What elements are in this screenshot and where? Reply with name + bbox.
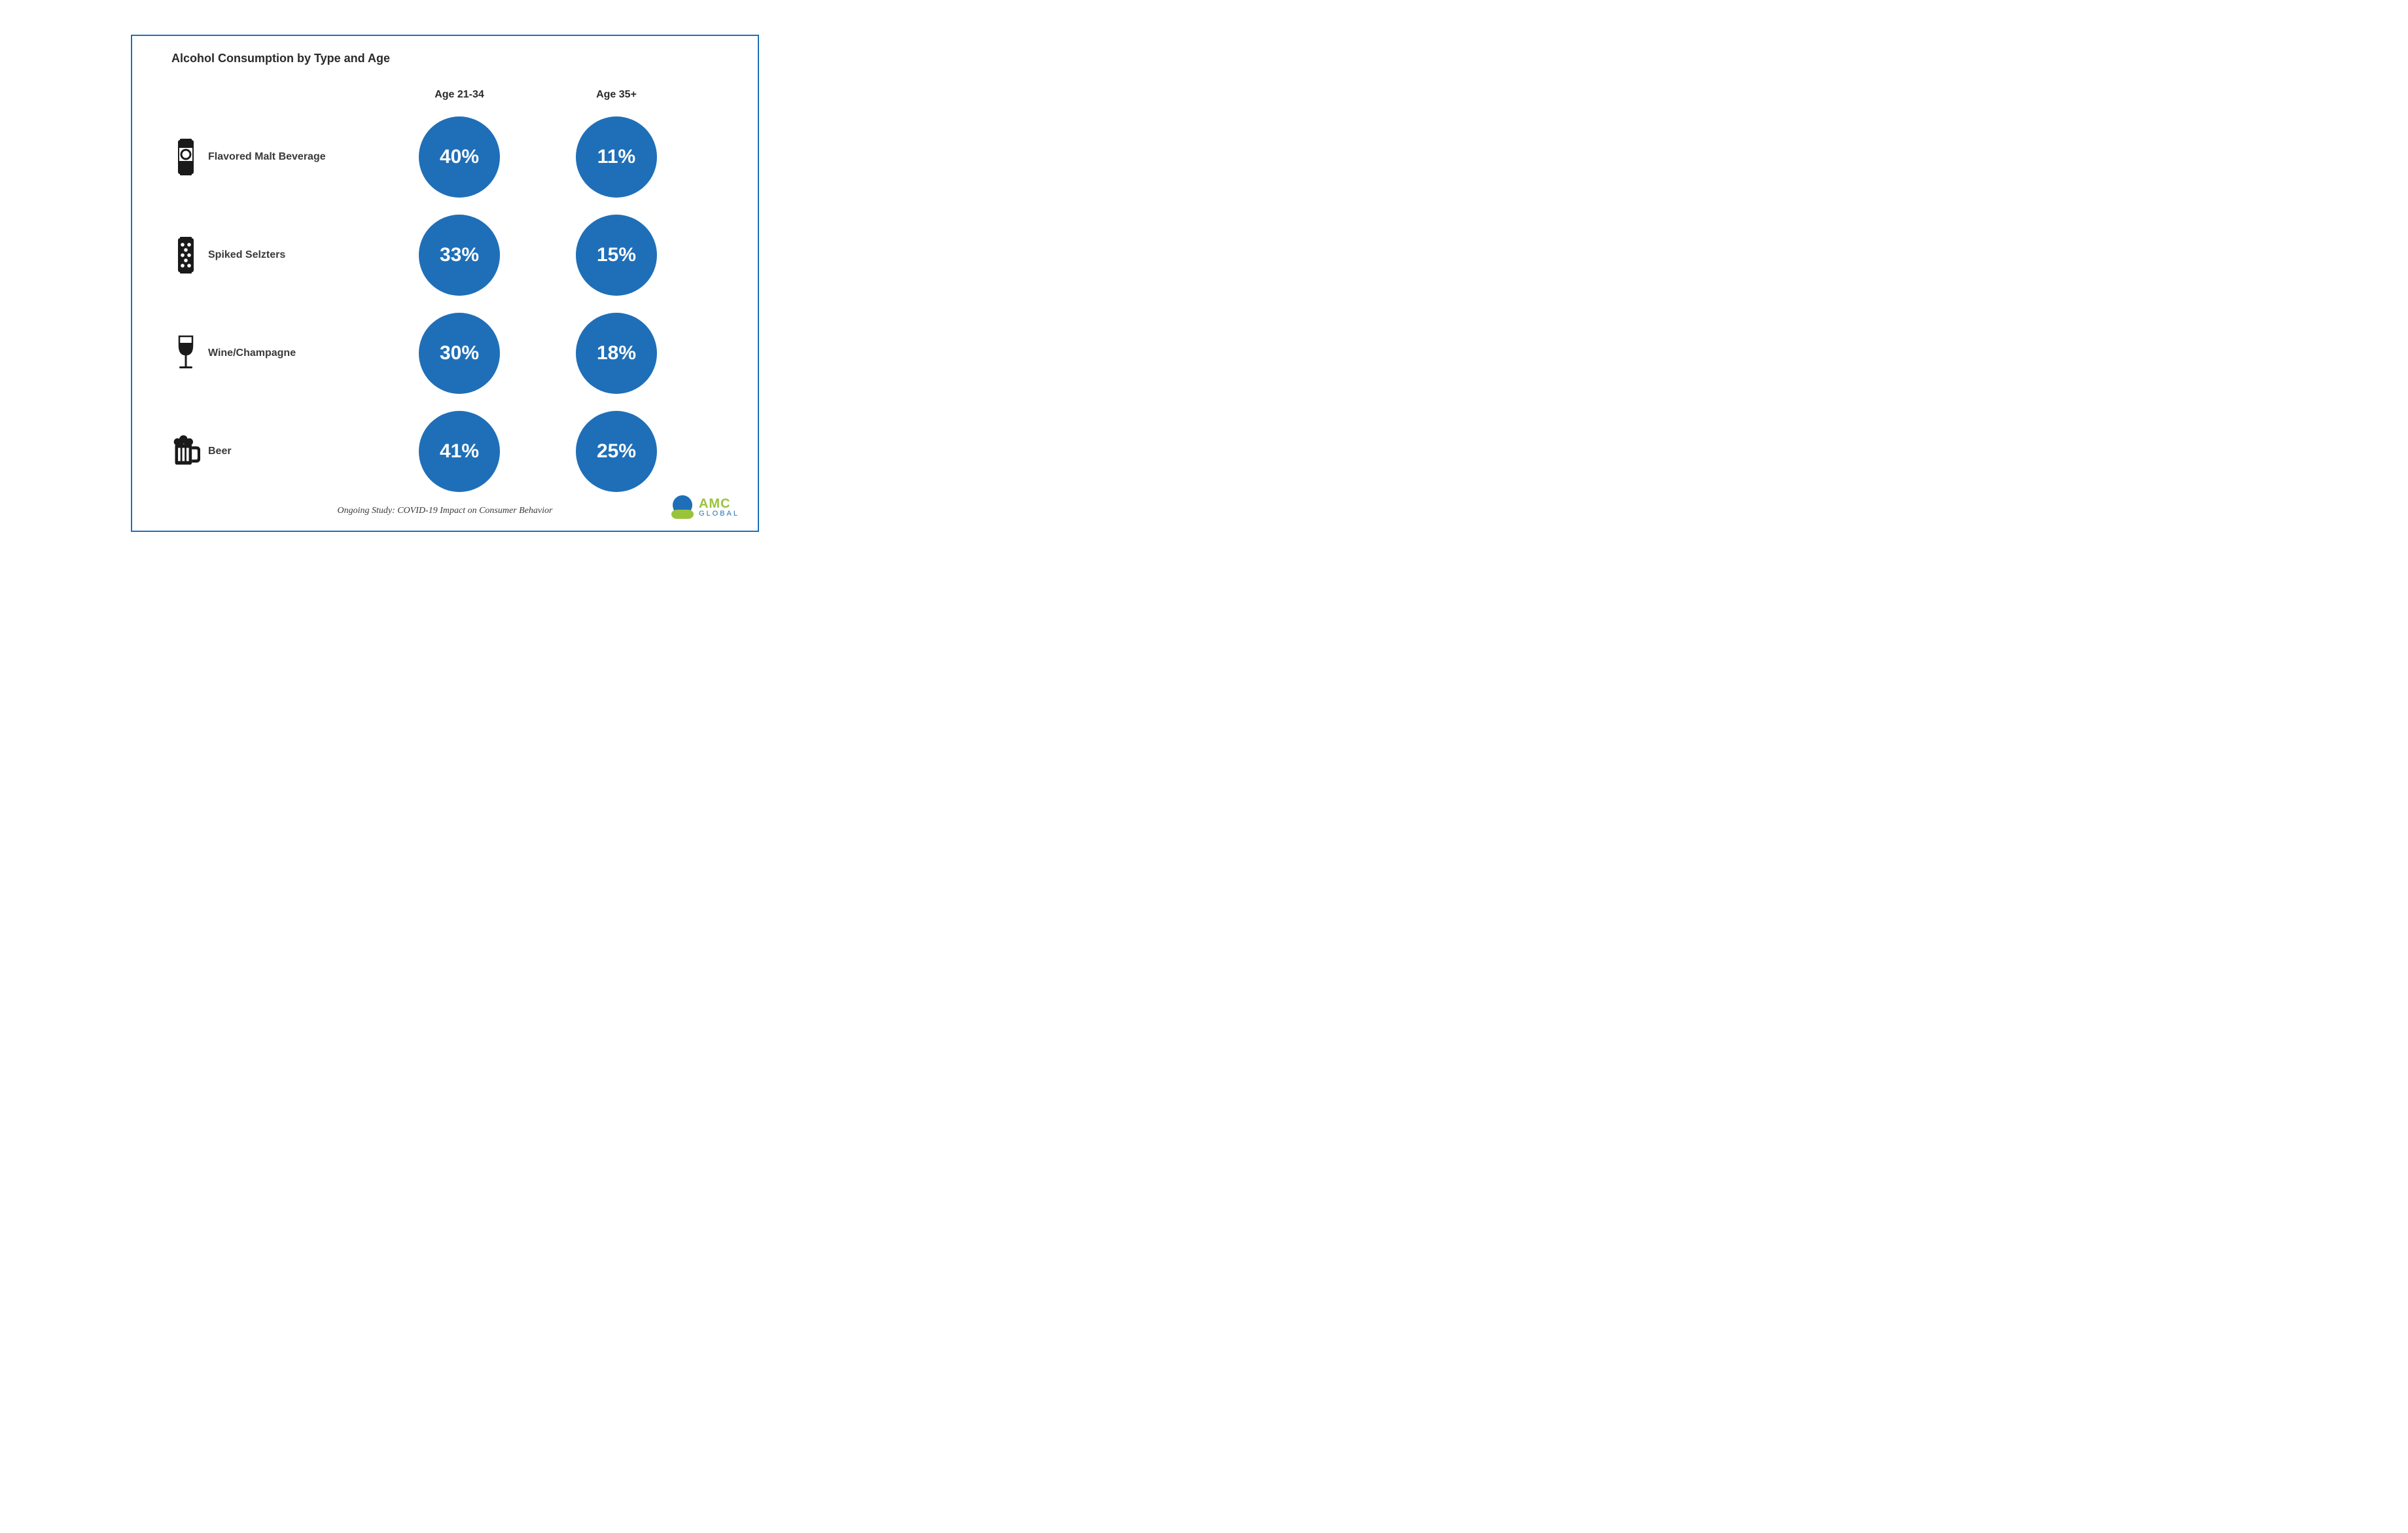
spacer xyxy=(171,79,368,105)
data-cell: 33% xyxy=(394,209,525,301)
value-circle: 41% xyxy=(419,411,500,492)
logo-line-1: AMC xyxy=(699,497,739,510)
row-label-text: Wine/Champagne xyxy=(208,347,296,359)
logo-line-2: GLOBAL xyxy=(699,510,739,518)
infographic-frame: Alcohol Consumption by Type and Age Age … xyxy=(131,35,759,532)
row-label-1: Spiked Selzters xyxy=(171,209,368,301)
data-cell: 18% xyxy=(551,308,682,399)
row-label-text: Spiked Selzters xyxy=(208,249,285,261)
data-cell: 30% xyxy=(394,308,525,399)
value-circle: 18% xyxy=(576,313,657,394)
data-cell: 11% xyxy=(551,111,682,203)
value-circle: 25% xyxy=(576,411,657,492)
can-bubbles-icon xyxy=(171,236,200,275)
column-header-0: Age 21-34 xyxy=(394,89,525,105)
can-circle-icon xyxy=(171,137,200,177)
column-header-1: Age 35+ xyxy=(551,89,682,105)
footer-note: Ongoing Study: COVID-19 Impact on Consum… xyxy=(132,506,758,516)
value-circle: 30% xyxy=(419,313,500,394)
value-circle: 15% xyxy=(576,215,657,296)
logo-mark-icon xyxy=(671,495,695,519)
value-circle: 33% xyxy=(419,215,500,296)
logo-text: AMC GLOBAL xyxy=(699,497,739,518)
wine-glass-icon xyxy=(171,334,200,373)
data-cell: 41% xyxy=(394,406,525,497)
value-circle: 11% xyxy=(576,116,657,198)
data-grid: Age 21-34 Age 35+ Flavored Malt Beverage… xyxy=(171,79,732,497)
row-label-0: Flavored Malt Beverage xyxy=(171,111,368,203)
beer-mug-icon xyxy=(171,432,200,471)
value-circle: 40% xyxy=(419,116,500,198)
data-cell: 15% xyxy=(551,209,682,301)
data-cell: 40% xyxy=(394,111,525,203)
data-cell: 25% xyxy=(551,406,682,497)
row-label-2: Wine/Champagne xyxy=(171,308,368,399)
brand-logo: AMC GLOBAL xyxy=(671,495,739,519)
row-label-3: Beer xyxy=(171,406,368,497)
chart-title: Alcohol Consumption by Type and Age xyxy=(171,52,732,65)
row-label-text: Beer xyxy=(208,446,232,457)
row-label-text: Flavored Malt Beverage xyxy=(208,151,326,163)
